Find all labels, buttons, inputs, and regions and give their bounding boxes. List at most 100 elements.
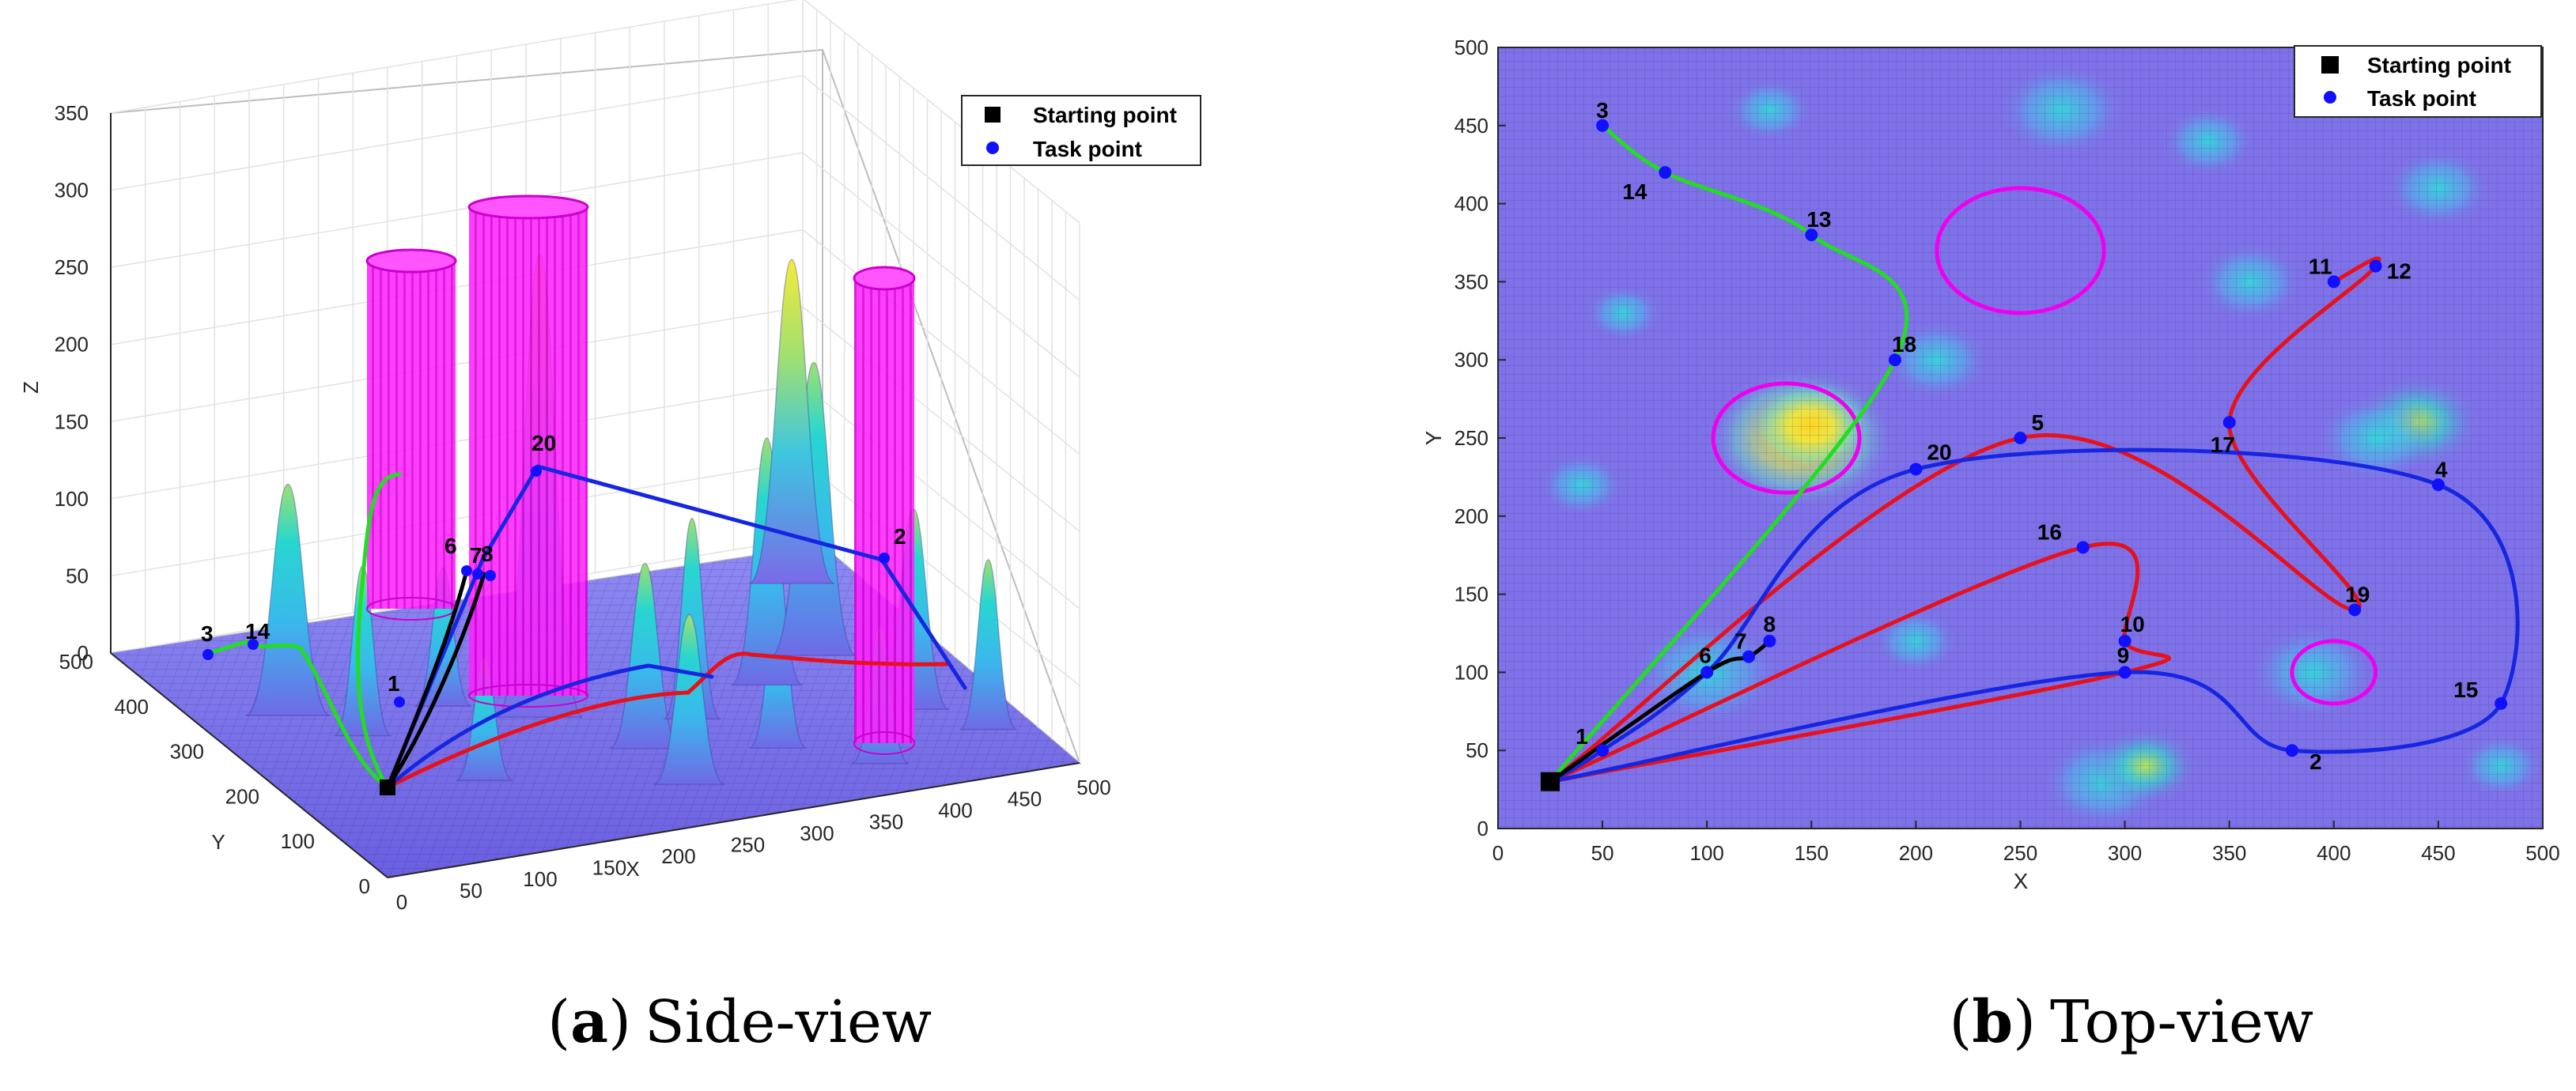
task-point-label: 8 <box>481 542 494 566</box>
path-blue <box>1548 447 2520 784</box>
threat-circle <box>1711 381 1862 495</box>
task-point-marker <box>472 568 483 579</box>
y-tick-label: 400 <box>1454 192 1488 216</box>
task-point-label: 4 <box>2435 457 2448 481</box>
terrain-peak <box>748 259 835 584</box>
task-point-label: 6 <box>1699 643 1712 667</box>
task-point-marker <box>1805 228 1818 242</box>
panel-a-z-label: Z <box>19 381 43 394</box>
task-point-label: 14 <box>245 619 270 644</box>
terrain-peak <box>653 613 725 785</box>
task-point-marker <box>879 553 890 564</box>
threat-cylinder <box>853 266 916 755</box>
y-tick-label: 100 <box>281 829 315 853</box>
task-point-label: 19 <box>2345 582 2370 606</box>
task-point-label: 5 <box>2032 410 2045 435</box>
task-point-label: 12 <box>2387 259 2411 284</box>
panel-b-legend-start-label: Starting point <box>2367 53 2511 77</box>
terrain-peak <box>959 559 1017 730</box>
task-point-marker <box>485 570 496 581</box>
task-point-marker <box>2495 697 2508 710</box>
task-point-marker <box>1596 744 1610 757</box>
y-tick-label: 0 <box>1477 817 1488 840</box>
panel-b-y-label: Y <box>1421 430 1446 445</box>
task-point-label: 16 <box>2037 519 2062 544</box>
task-point-label: 20 <box>1927 440 1951 465</box>
y-tick-label: 350 <box>1454 270 1488 293</box>
z-tick-label: 350 <box>55 101 89 125</box>
threat-circle <box>2290 639 2378 706</box>
task-point-label: 2 <box>894 524 906 549</box>
y-tick-label: 200 <box>225 784 259 808</box>
task-point-marker <box>394 697 405 708</box>
task-point-label: 3 <box>1596 98 1609 123</box>
caption-a: (a) <box>547 988 631 1056</box>
task-point-marker <box>1742 650 1756 663</box>
task-point-marker <box>2327 275 2340 289</box>
task-point-marker <box>202 649 214 660</box>
caption-b-text: Top-view <box>2050 988 2313 1056</box>
task-point-label: 7 <box>1734 629 1747 654</box>
task-point-label: 13 <box>1806 207 1831 232</box>
y-tick-label: 0 <box>359 874 370 898</box>
x-tick-label: 250 <box>2003 841 2037 865</box>
task-point-label: 10 <box>2120 612 2145 636</box>
y-tick-label: 150 <box>1454 583 1488 606</box>
task-point-marker <box>2431 478 2445 492</box>
task-point-label: 1 <box>388 671 400 696</box>
z-tick-label: 50 <box>66 564 89 587</box>
panel-a-legend-start-label: Starting point <box>1033 103 1177 127</box>
task-point-label: 20 <box>531 431 556 455</box>
x-tick-label: 300 <box>800 821 834 845</box>
z-tick-label: 150 <box>55 410 89 433</box>
x-tick-label: 50 <box>1591 841 1614 865</box>
task-point-marker <box>1659 166 1672 179</box>
panel-a-terrain <box>111 253 1080 878</box>
x-tick-label: 500 <box>1076 776 1110 799</box>
z-tick-label: 200 <box>55 333 89 357</box>
x-tick-label: 0 <box>1492 841 1504 865</box>
y-tick-label: 300 <box>170 740 204 764</box>
panel-b-legend-task-marker <box>2324 91 2336 104</box>
panel-a-legend-task-label: Task point <box>1033 137 1142 161</box>
task-point-label: 8 <box>1763 612 1776 636</box>
x-tick-label: 400 <box>938 798 972 822</box>
task-point-marker <box>2118 634 2132 647</box>
x-tick-label: 500 <box>2525 841 2559 865</box>
panel-a-paths <box>207 464 967 790</box>
x-tick-label: 250 <box>731 833 765 857</box>
task-point-marker <box>1909 462 1923 476</box>
panel-a-green-path <box>207 472 402 790</box>
panel-b-legend: Starting point Task point <box>2294 45 2542 118</box>
task-point-marker <box>2285 744 2298 757</box>
task-point-marker <box>1596 119 1610 132</box>
z-tick-label: 100 <box>55 487 89 511</box>
task-point-marker <box>1763 634 1776 647</box>
x-tick-label: 200 <box>1899 841 1933 865</box>
panel-a-task-points: 3 14 1 6 78 20 2 <box>201 431 906 708</box>
x-tick-label: 400 <box>2317 841 2351 865</box>
task-point-label: 9 <box>2117 643 2130 667</box>
y-tick-label: 450 <box>1454 114 1488 138</box>
panel-a-legend-start-marker <box>985 107 1001 123</box>
task-point-marker <box>248 639 259 650</box>
panel-a-side-view: 3 14 1 6 78 20 2 0 50 100 150 200 250 300 350 Z 0 50 10… <box>19 0 1201 1056</box>
y-tick-label: 250 <box>1454 426 1488 450</box>
task-point-label: 17 <box>2211 432 2235 457</box>
panel-b-x-label: X <box>2014 869 2029 893</box>
threat-cylinder <box>467 194 589 708</box>
x-tick-label: 450 <box>1008 787 1042 811</box>
task-point-marker <box>2076 541 2090 554</box>
panel-a-black-path <box>385 568 486 790</box>
task-point-label: 15 <box>2453 678 2478 702</box>
task-point-marker <box>1700 666 1714 679</box>
threat-circle <box>1935 186 2106 315</box>
y-tick-label: 100 <box>1454 660 1488 684</box>
y-tick-label: 50 <box>1466 738 1488 762</box>
task-point-label: 1 <box>1575 724 1588 749</box>
z-tick-label: 0 <box>78 641 89 665</box>
